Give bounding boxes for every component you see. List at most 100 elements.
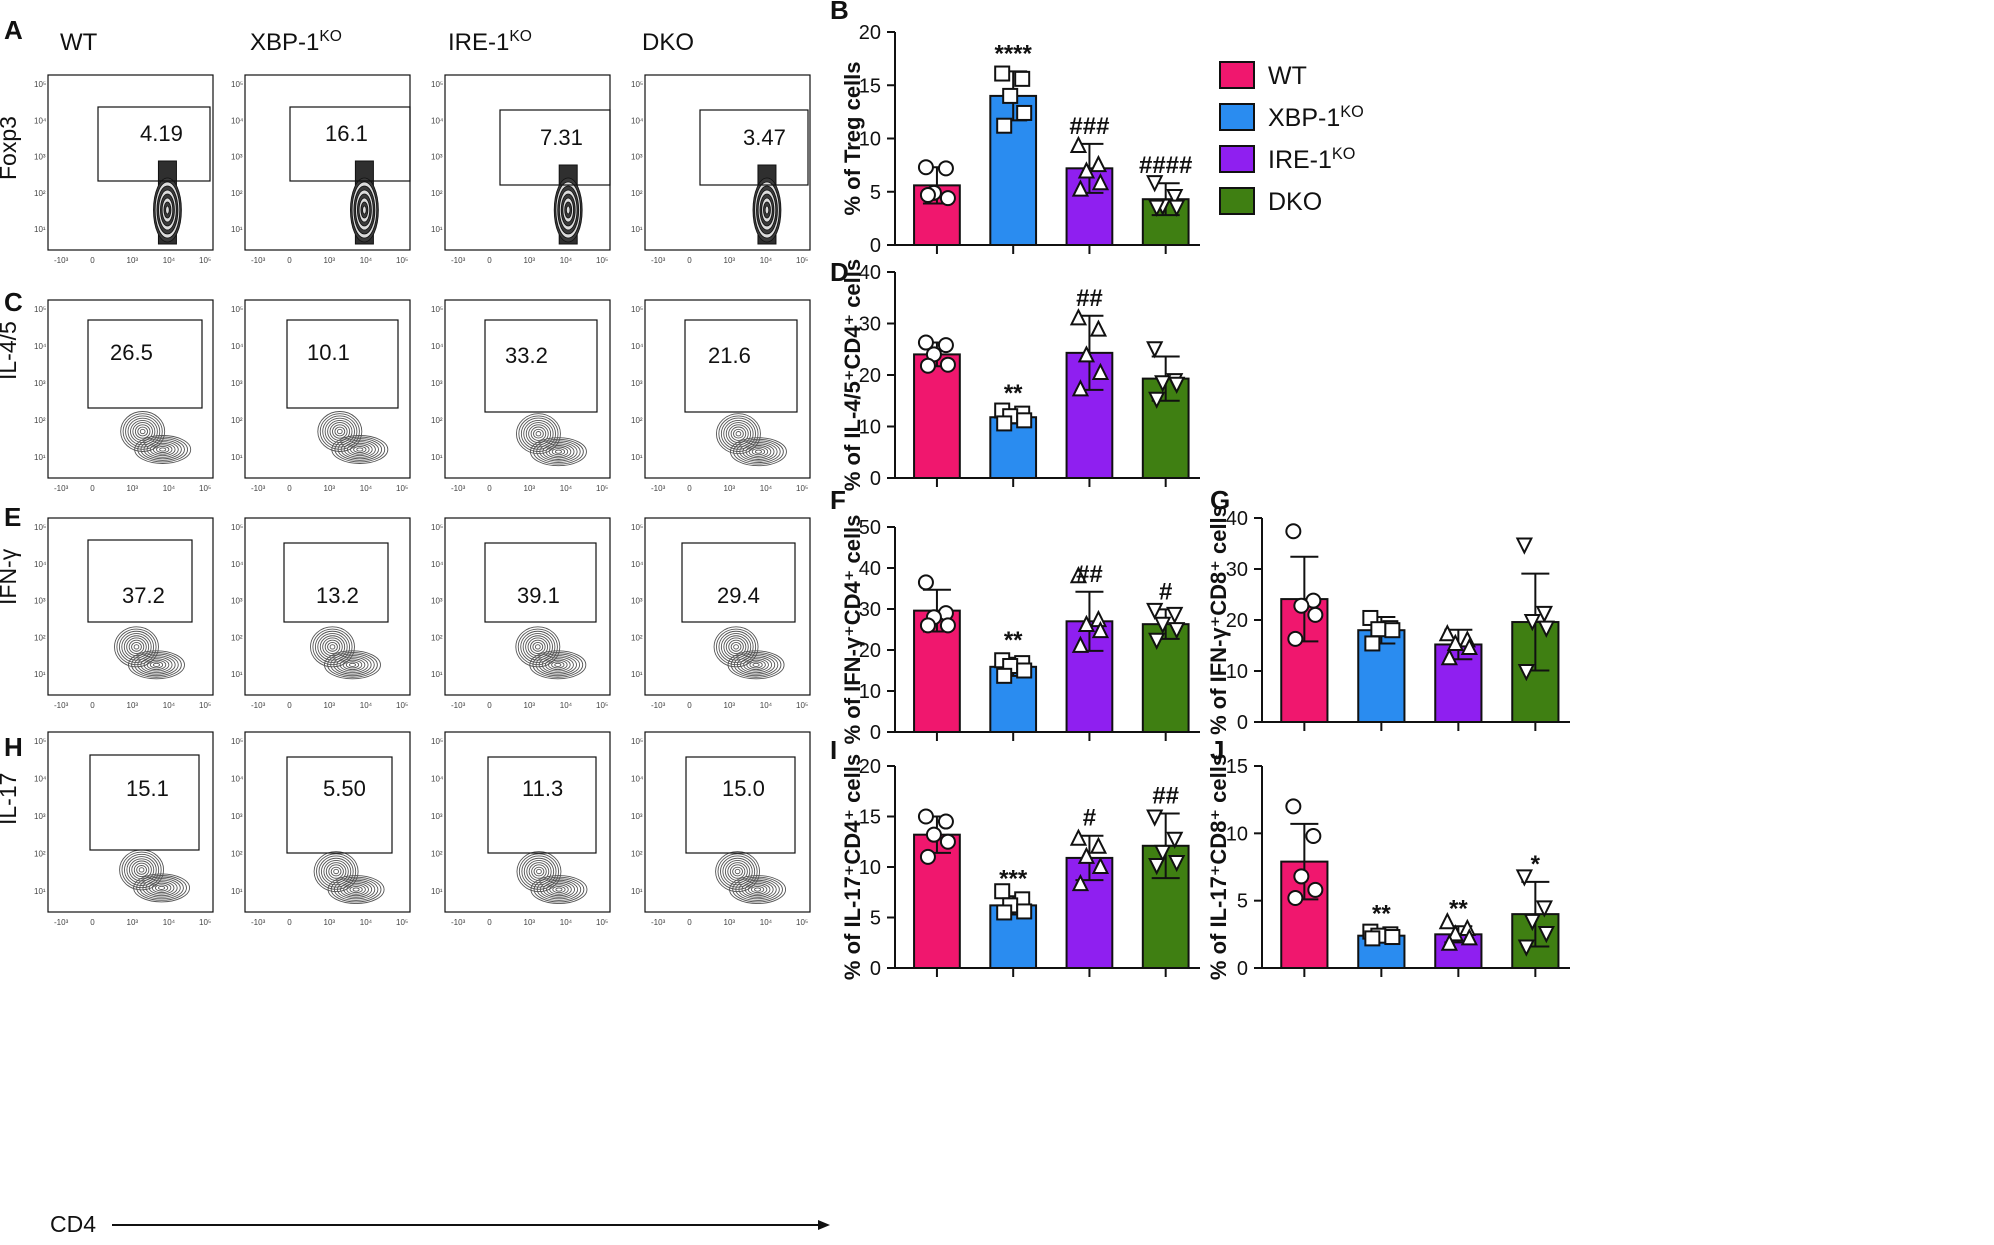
flow-contour-b-ring-3 [746, 659, 766, 670]
flow-ytick: 10¹ [631, 887, 643, 896]
flow-contour-a-ring-9 [313, 851, 359, 892]
flow-contour-b-ring-2 [349, 886, 363, 894]
flow-contour-a-ring-8 [518, 853, 560, 890]
flow-density-ring-1 [764, 205, 770, 215]
flow-xtick: -10³ [651, 918, 666, 927]
flow-xtick: 10⁵ [199, 484, 211, 493]
flow-gate [685, 756, 796, 854]
flow-contour-b-ring-3 [747, 884, 768, 895]
flow-ytick: 10⁵ [431, 523, 443, 532]
flow-ytick: 10⁵ [34, 523, 46, 532]
flow-plot-E-0: 10⁵ 10⁴ 10³ 10² 10¹ -10³ 0 10³ 10⁴ 10⁵ 37.2 [34, 517, 214, 710]
flow-contour-a-ring-3 [332, 424, 348, 439]
flow-contour-a-ring-1 [735, 431, 742, 437]
legend-label-1-sup: KO [1340, 103, 1363, 121]
flow-contour-a-ring-2 [533, 428, 544, 439]
flow-contour-b-ring-4 [744, 882, 771, 897]
flow-xtick: 10⁵ [396, 256, 408, 265]
y-axis-label: % of Treg cells [840, 61, 865, 215]
flow-contour-b-ring-8 [733, 438, 784, 465]
flow-xtick: -10³ [54, 701, 69, 710]
flow-contour-b-ring-1 [152, 662, 161, 667]
significance-mark: ### [1069, 113, 1109, 140]
bar-DKO [1141, 623, 1190, 733]
flow-contour-b-ring-7 [139, 876, 184, 900]
flow-xtick: 10⁵ [796, 256, 808, 265]
flow-ytick: 10⁵ [631, 305, 643, 314]
data-point [1148, 391, 1166, 409]
flow-contour-b-ring-9 [324, 650, 381, 680]
flow-contour-b-ring-1 [356, 447, 364, 452]
data-point [1384, 622, 1401, 639]
y-tick-label: 20 [859, 640, 881, 662]
flow-contour-a-ring-7 [124, 853, 160, 886]
flow-contour-a-ring-4 [329, 422, 351, 441]
flow-plot-A-3: 10⁵ 10⁴ 10³ 10² 10¹ -10³ 0 10³ 10⁴ 10⁵ 3.47 [631, 74, 811, 265]
data-point [1016, 104, 1033, 121]
flow-gate-value: 10.1 [307, 340, 350, 365]
flow-density-ring-1 [566, 205, 571, 215]
data-point [1002, 87, 1019, 104]
flow-ytick: 10³ [631, 812, 643, 821]
flow-contour-b-ring-7 [134, 653, 179, 677]
flow-contour-a-ring-7 [520, 417, 556, 450]
flow-contour-b-ring-5 [146, 441, 179, 458]
flow-contour-b-ring-9 [729, 875, 787, 904]
flow-contour-b-ring-7 [333, 878, 379, 901]
flow-plot-H-0: 10⁵ 10⁴ 10³ 10² 10¹ -10³ 0 10³ 10⁴ 10⁵ 15.1 [34, 731, 214, 927]
flow-plot-frame [444, 74, 611, 251]
flow-ytick: 10¹ [34, 453, 46, 462]
flow-contour-b-ring-2 [551, 661, 565, 669]
flow-contour-b-ring-4 [148, 881, 175, 895]
flow-xtick: 10⁵ [596, 484, 608, 493]
flow-contour-b-ring-8 [732, 876, 783, 903]
flow-header-3-base: DKO [642, 29, 694, 56]
flow-ytick: 10⁴ [231, 116, 244, 125]
flow-gate-value: 39.1 [517, 583, 560, 608]
flow-contour-b-ring-3 [151, 882, 172, 894]
flow-contour-b-ring-5 [542, 443, 575, 460]
flow-contour-a-ring-7 [520, 630, 556, 663]
flow-xtick: 10⁵ [596, 701, 608, 710]
legend-label-2: IRE-1KO [1268, 145, 1355, 174]
y-tick-label: 10 [859, 857, 881, 879]
flow-contour-a-ring-9 [516, 851, 562, 892]
flow-ytick: 10³ [631, 597, 643, 606]
panel-label-H: H [4, 732, 23, 762]
flow-contour-a-ring-2 [136, 865, 147, 875]
flow-contour-a-ring-3 [328, 864, 344, 879]
flow-marker-label: Foxp3 [0, 116, 21, 180]
data-point [1535, 900, 1553, 918]
data-point [1089, 836, 1108, 854]
flow-contour-b-ring-9 [729, 437, 787, 467]
data-point [939, 356, 956, 373]
data-point [1069, 565, 1088, 584]
flow-header-2-base: IRE-1 [448, 29, 509, 56]
flow-contour-b-ring-8 [131, 651, 182, 678]
flow-contour-b-ring-1 [754, 449, 762, 454]
flow-xtick: -10³ [251, 484, 266, 493]
flow-contour-a-ring-2 [334, 426, 346, 437]
flow-xtick: 0 [90, 484, 95, 493]
flow-xtick: 10³ [324, 484, 336, 493]
y-tick-label: 20 [1226, 610, 1248, 632]
flow-header-2: IRE-1KO [448, 28, 532, 56]
significance-mark: # [1083, 805, 1096, 832]
flow-plot-E-2: 10⁵ 10⁴ 10³ 10² 10¹ -10³ 0 10³ 10⁴ 10⁵ 39.1 [431, 517, 611, 710]
flow-contour-b-ring-4 [149, 442, 176, 457]
data-point [1305, 828, 1322, 845]
flow-contour-a-ring-7 [720, 855, 756, 888]
flow-ytick: 10¹ [231, 887, 243, 896]
data-point [1168, 622, 1186, 640]
flow-gate-value: 15.0 [722, 776, 765, 801]
flow-ytick: 10⁵ [631, 523, 643, 532]
y-tick-label: 20 [859, 22, 881, 44]
flow-contour-a-ring-3 [128, 639, 145, 654]
flow-contour-b-ring-9 [327, 875, 385, 904]
flow-contour-b-ring-1 [158, 885, 166, 890]
flow-contour-b-ring-5 [145, 879, 178, 897]
cd4-axis-label: CD4 [50, 1211, 96, 1237]
